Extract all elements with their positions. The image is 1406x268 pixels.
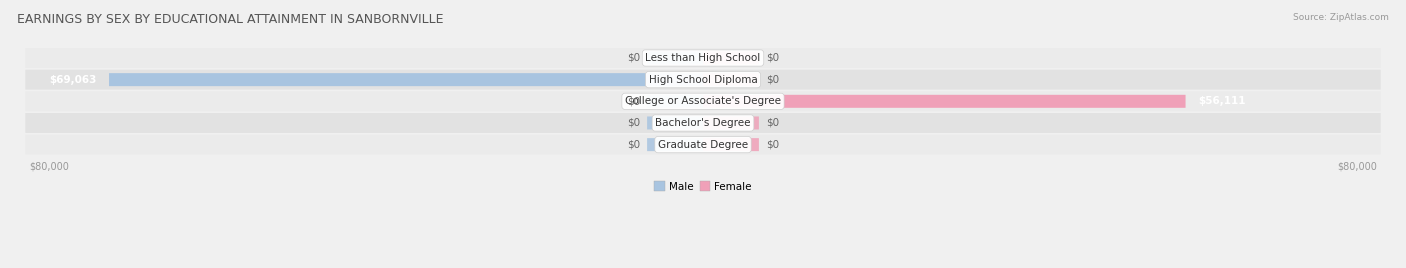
Text: EARNINGS BY SEX BY EDUCATIONAL ATTAINMENT IN SANBORNVILLE: EARNINGS BY SEX BY EDUCATIONAL ATTAINMEN… [17, 13, 443, 27]
Text: High School Diploma: High School Diploma [648, 75, 758, 85]
Text: $0: $0 [627, 53, 640, 63]
Text: Graduate Degree: Graduate Degree [658, 140, 748, 150]
Text: $0: $0 [766, 118, 779, 128]
FancyBboxPatch shape [703, 73, 759, 86]
FancyBboxPatch shape [703, 138, 759, 151]
FancyBboxPatch shape [647, 95, 703, 108]
FancyBboxPatch shape [25, 113, 1381, 133]
FancyBboxPatch shape [110, 73, 703, 86]
FancyBboxPatch shape [647, 51, 703, 65]
FancyBboxPatch shape [703, 95, 1185, 108]
FancyBboxPatch shape [703, 51, 759, 65]
FancyBboxPatch shape [703, 117, 759, 129]
Text: Less than High School: Less than High School [645, 53, 761, 63]
Text: $56,111: $56,111 [1198, 96, 1246, 106]
Text: Source: ZipAtlas.com: Source: ZipAtlas.com [1294, 13, 1389, 23]
FancyBboxPatch shape [25, 135, 1381, 155]
Text: $0: $0 [627, 96, 640, 106]
Text: $0: $0 [766, 75, 779, 85]
Text: $80,000: $80,000 [28, 162, 69, 172]
Text: College or Associate's Degree: College or Associate's Degree [626, 96, 780, 106]
Text: $80,000: $80,000 [1337, 162, 1378, 172]
Legend: Male, Female: Male, Female [650, 177, 756, 196]
Text: Bachelor's Degree: Bachelor's Degree [655, 118, 751, 128]
Text: $0: $0 [766, 140, 779, 150]
FancyBboxPatch shape [25, 70, 1381, 90]
FancyBboxPatch shape [647, 117, 703, 129]
Text: $69,063: $69,063 [49, 75, 96, 85]
Text: $0: $0 [766, 53, 779, 63]
FancyBboxPatch shape [25, 48, 1381, 68]
Text: $0: $0 [627, 118, 640, 128]
FancyBboxPatch shape [25, 91, 1381, 111]
Text: $0: $0 [627, 140, 640, 150]
FancyBboxPatch shape [647, 138, 703, 151]
